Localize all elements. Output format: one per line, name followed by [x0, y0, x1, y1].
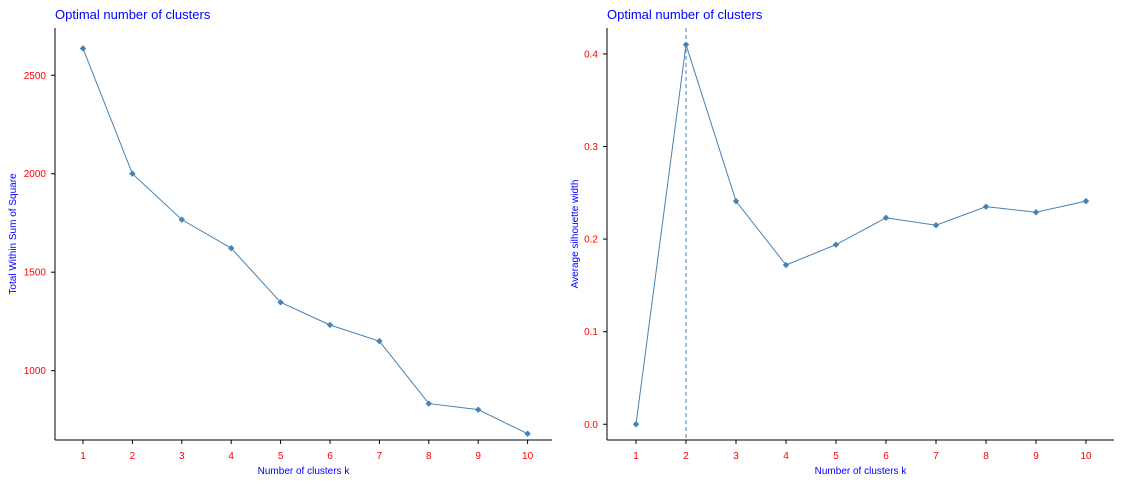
series-line	[82, 48, 528, 435]
data-point	[632, 421, 640, 428]
data-point	[326, 321, 334, 329]
data-point	[524, 430, 531, 437]
data-point	[129, 170, 136, 177]
x-tick-label: 6	[327, 451, 333, 462]
data-point	[882, 214, 890, 221]
data-point	[832, 241, 840, 248]
y-tick-label: 0.1	[584, 327, 598, 338]
data-point	[682, 41, 690, 48]
x-tick-label: 6	[883, 451, 889, 462]
data-point	[376, 337, 383, 345]
data-point	[425, 400, 432, 407]
data-point	[982, 203, 990, 210]
y-tick-label: 1500	[24, 268, 47, 279]
x-tick-label: 2	[130, 451, 136, 462]
x-tick-label: 4	[228, 451, 234, 462]
data-point	[178, 216, 185, 223]
series-line	[635, 44, 1087, 425]
y-tick-label: 0.0	[584, 420, 598, 431]
data-point	[277, 299, 284, 306]
data-point	[79, 45, 87, 52]
x-tick-label: 1	[633, 451, 639, 462]
x-tick-label: 3	[179, 451, 185, 462]
x-axis-label: Number of clusters k	[815, 466, 908, 477]
x-tick-label: 5	[278, 451, 284, 462]
x-tick-label: 2	[683, 451, 689, 462]
y-tick-label: 2000	[24, 169, 47, 180]
x-tick-label: 7	[377, 451, 383, 462]
x-tick-label: 10	[1080, 451, 1092, 462]
y-tick-label: 1000	[24, 366, 47, 377]
y-axis-label: Average silhouette width	[570, 180, 581, 289]
data-point	[782, 261, 790, 269]
data-point	[932, 222, 940, 229]
chart-title: Optimal number of clusters	[55, 7, 211, 22]
x-tick-label: 4	[783, 451, 789, 462]
x-tick-label: 9	[1033, 451, 1039, 462]
x-tick-label: 3	[733, 451, 739, 462]
y-tick-label: 0.3	[584, 142, 598, 153]
x-tick-label: 10	[522, 451, 534, 462]
x-axis-label: Number of clusters k	[258, 466, 351, 477]
x-tick-label: 5	[833, 451, 839, 462]
y-axis-label: Total Within Sum of Square	[8, 173, 19, 295]
chart-title: Optimal number of clusters	[607, 7, 763, 22]
x-tick-label: 1	[80, 451, 86, 462]
data-point	[228, 244, 235, 252]
data-point	[732, 197, 740, 205]
chart-panel-1: Optimal number of clusters10001500200025…	[8, 7, 552, 477]
y-tick-label: 2500	[24, 71, 47, 82]
x-tick-label: 8	[426, 451, 432, 462]
data-point	[1032, 209, 1040, 216]
x-tick-label: 7	[933, 451, 939, 462]
y-tick-label: 0.4	[584, 49, 598, 60]
y-tick-label: 0.2	[584, 235, 598, 246]
x-tick-label: 8	[983, 451, 989, 462]
chart-panel-2: Optimal number of clusters 0.0 0.1 0.2 0.3 0.…	[570, 7, 1114, 477]
x-tick-label: 9	[475, 451, 481, 462]
data-point	[475, 406, 482, 413]
data-point	[1082, 197, 1090, 205]
